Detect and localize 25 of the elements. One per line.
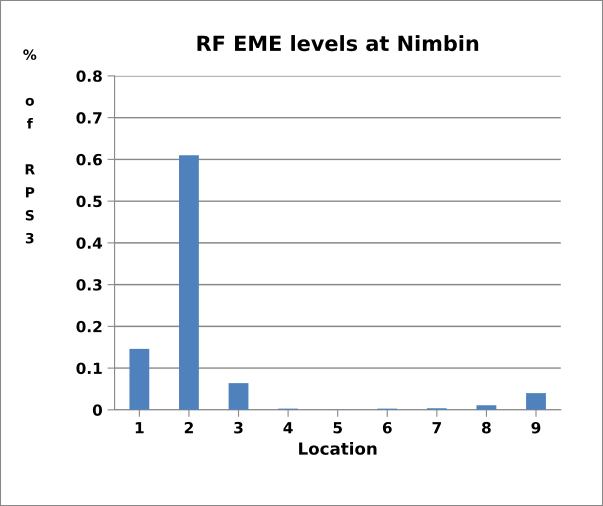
x-tick-label: 8: [482, 422, 491, 434]
x-tick-label: 2: [184, 422, 193, 434]
x-tick-label: 9: [531, 422, 540, 434]
y-tick-label: 0.4: [76, 237, 102, 249]
x-axis-title: Location: [299, 442, 376, 455]
y-tick-label: 0: [92, 404, 102, 416]
y-tick-label: 0.8: [76, 70, 102, 82]
bar: [526, 393, 546, 410]
x-tick-label: 1: [136, 422, 144, 434]
y-tick-label: 0.6: [76, 154, 102, 166]
x-tick-label: 7: [432, 422, 441, 434]
bar: [228, 383, 248, 410]
x-tick-label: 4: [283, 422, 293, 434]
y-tick-label: 0.5: [76, 196, 102, 208]
bar: [129, 348, 150, 410]
x-tick-label: 3: [234, 422, 243, 434]
chart-title: RF EME levels at Nimbin: [198, 35, 478, 52]
y-tick-label: 0.2: [76, 320, 102, 332]
y-tick-label: 0.1: [76, 362, 102, 374]
y-tick-label: 0.7: [76, 112, 102, 124]
x-tick-label: 6: [382, 422, 392, 434]
x-tick-label: 5: [334, 422, 342, 434]
y-tick-label: 0.3: [76, 279, 102, 291]
bar: [179, 155, 199, 410]
text: % of RPS3: [23, 49, 36, 244]
